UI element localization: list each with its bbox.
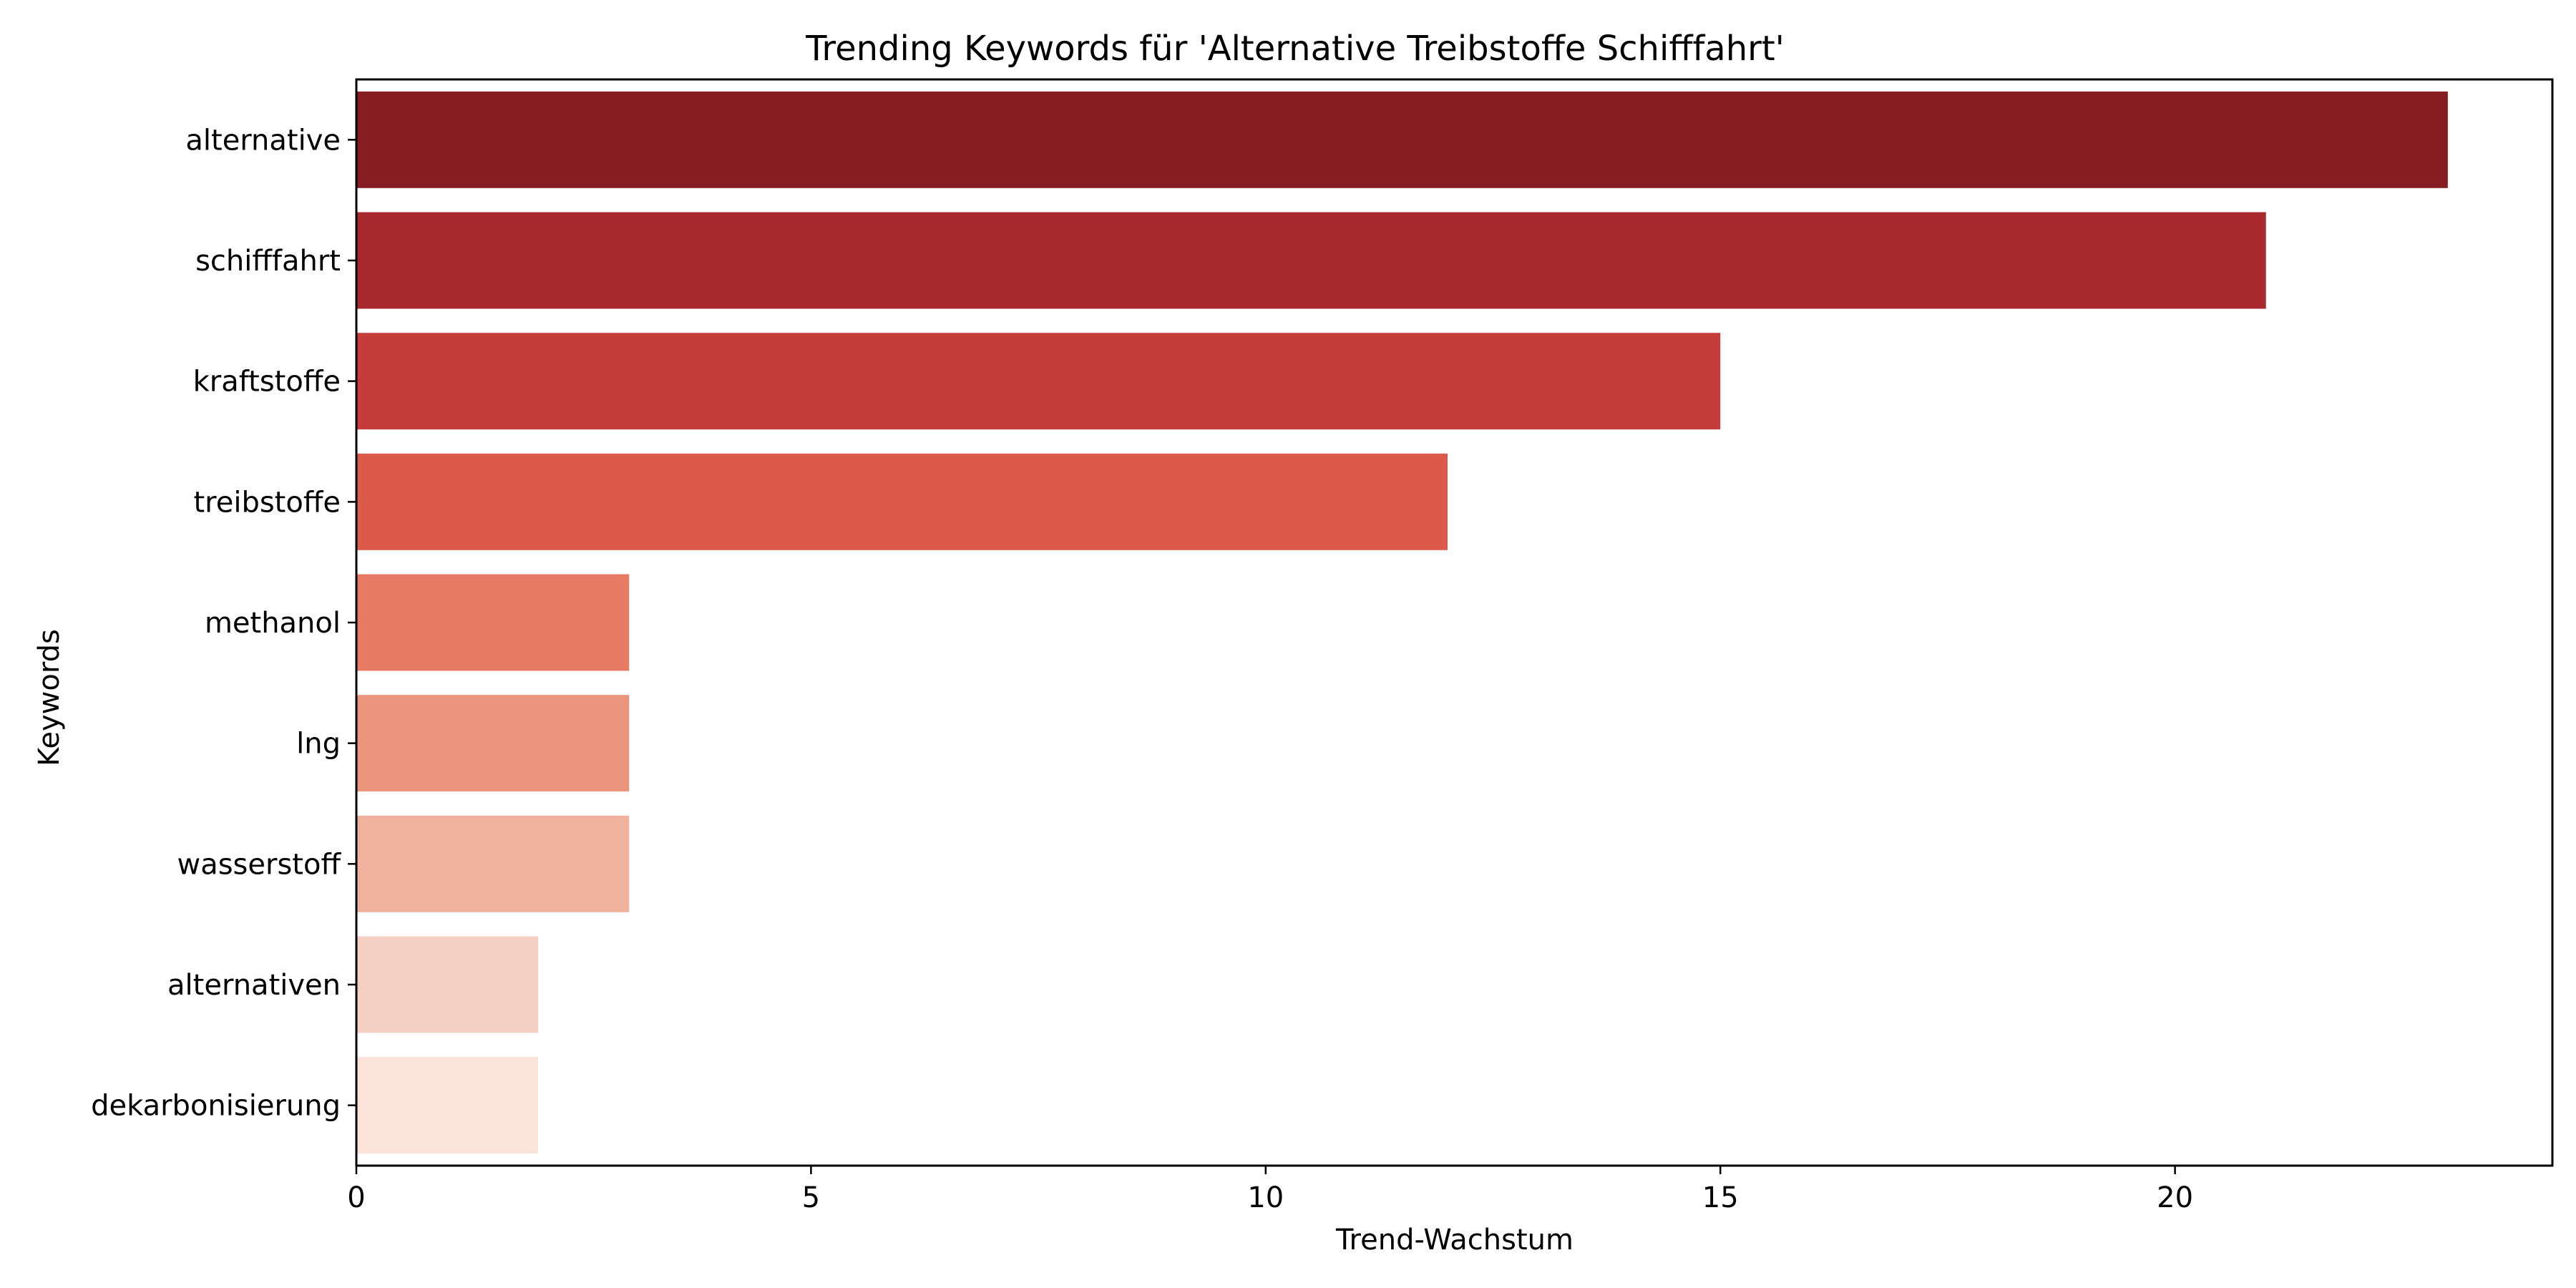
- y-axis-ticks: alternative schifffahrt kraftstoffe treibst…: [91, 124, 356, 1123]
- bar-dekarbonisierung: [356, 1057, 539, 1154]
- x-tick-label: 10: [1247, 1181, 1284, 1214]
- y-tick-label-lng: lng: [296, 728, 341, 761]
- bar-wasserstoff: [356, 815, 630, 912]
- bar-alternativen: [356, 936, 539, 1033]
- y-tick-label-treibstoffe: treibstoffe: [193, 486, 341, 519]
- x-tick-label: 20: [2157, 1181, 2193, 1214]
- bar-kraftstoffe: [356, 333, 1721, 430]
- x-tick-label: 5: [802, 1181, 820, 1214]
- x-axis-ticks: 0 5 10 15 20: [347, 1166, 2193, 1214]
- bar-alternative: [356, 91, 2448, 188]
- x-tick-label: 15: [1702, 1181, 1739, 1214]
- y-tick-label-dekarbonisierung: dekarbonisierung: [91, 1090, 341, 1123]
- plot-area-frame: [355, 78, 2554, 1167]
- bar-methanol: [356, 574, 630, 671]
- y-tick-label-methanol: methanol: [205, 607, 341, 640]
- bars: [356, 91, 2448, 1154]
- y-tick-label-alternativen: alternativen: [167, 969, 341, 1002]
- bar-schifffahrt: [356, 212, 2266, 309]
- x-tick-label: 0: [347, 1181, 365, 1214]
- bar-lng: [356, 695, 630, 792]
- y-axis-label: Keywords: [33, 629, 66, 766]
- bar-treibstoffe: [356, 453, 1448, 550]
- y-tick-label-schifffahrt: schifffahrt: [195, 245, 341, 278]
- chart-title: Trending Keywords für 'Alternative Treib…: [805, 29, 1785, 69]
- x-axis-label: Trend-Wachstum: [1335, 1224, 1574, 1257]
- y-tick-label-wasserstoff: wasserstoff: [177, 848, 341, 881]
- y-tick-label-alternative: alternative: [185, 124, 341, 157]
- y-tick-label-kraftstoffe: kraftstoffe: [193, 366, 341, 399]
